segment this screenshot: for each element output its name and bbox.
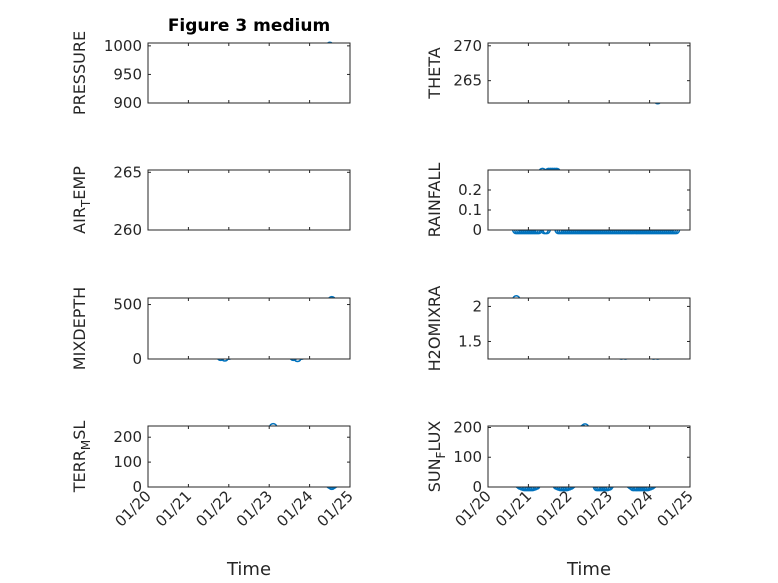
- y-tick-label: 500: [113, 296, 142, 314]
- x-tick-label: 01/23: [233, 487, 276, 530]
- panel-rainfall: 0 0.1 0.2 RAINFALL: [425, 163, 691, 239]
- panel-theta: 265 270 THETA: [425, 37, 691, 105]
- y-tick-label: 900: [113, 94, 142, 112]
- panel-pressure: 900 950 1000 PRESSURE Figure 3 medium: [70, 16, 351, 115]
- panel-sun_flux: 0100200SUNFLUX01/2001/2101/2201/2301/240…: [425, 418, 697, 580]
- y-axis-label: RAINFALL: [425, 163, 444, 238]
- x-tick-label: 01/21: [492, 487, 535, 530]
- axes-box: [487, 169, 691, 231]
- x-tick-label: 01/24: [273, 487, 316, 530]
- y-tick-label: 2: [472, 297, 482, 315]
- axes-box: [487, 297, 691, 360]
- x-tick-label: 01/22: [532, 487, 575, 530]
- y-tick-label: 265: [113, 163, 142, 181]
- panel-terr_msl: 0100200TERRMSL01/2001/2101/2201/2301/240…: [70, 421, 357, 580]
- axes-box: [147, 297, 351, 360]
- y-tick-label: 265: [453, 72, 482, 90]
- y-tick-label: 0: [472, 221, 482, 239]
- chart-title: Figure 3 medium: [168, 16, 330, 36]
- panel-h2omixra: 1.5 2 H2OMIXRA: [425, 286, 691, 372]
- y-axis-label: H2OMIXRA: [425, 286, 444, 372]
- y-axis-label: PRESSURE: [70, 31, 89, 115]
- y-axis-label: SUNFLUX: [425, 421, 448, 493]
- axes-box: [147, 425, 351, 488]
- y-tick-label: 0.2: [458, 181, 482, 199]
- x-axis-label: Time: [566, 559, 611, 580]
- y-tick-label: 0: [472, 478, 482, 496]
- y-axis-label: MIXDEPTH: [70, 287, 89, 370]
- x-axis-label: Time: [226, 559, 271, 580]
- y-tick-label: 1.5: [458, 332, 482, 350]
- x-tick-label: 01/23: [573, 487, 616, 530]
- y-tick-label: 260: [113, 221, 142, 239]
- axes-box: [147, 169, 351, 231]
- x-tick-label: 01/22: [192, 487, 235, 530]
- y-tick-label: 100: [113, 453, 142, 471]
- axes-box: [147, 42, 351, 104]
- y-tick-label: 100: [453, 448, 482, 466]
- y-axis-label: TERRMSL: [70, 421, 93, 494]
- x-tick-label: 01/21: [152, 487, 195, 530]
- y-tick-label: 950: [113, 65, 142, 83]
- y-tick-label: 0: [132, 350, 142, 368]
- y-tick-label: 1000: [104, 37, 142, 55]
- x-tick-label: 01/25: [654, 487, 697, 530]
- axes-box: [487, 42, 691, 104]
- panel-mixdepth: 0 500 MIXDEPTH: [70, 287, 351, 370]
- y-tick-label: 270: [453, 37, 482, 55]
- y-tick-label: 0: [132, 478, 142, 496]
- y-axis-label: THETA: [425, 47, 444, 99]
- y-axis-label: AIRTEMP: [70, 166, 93, 234]
- y-tick-label: 0.1: [458, 201, 482, 219]
- y-tick-label: 200: [453, 418, 482, 436]
- x-tick-label: 01/24: [613, 487, 656, 530]
- axes-box: [487, 425, 691, 488]
- y-tick-label: 200: [113, 428, 142, 446]
- x-tick-label: 01/25: [314, 487, 357, 530]
- panel-air_temp: 260 265 AIRTEMP: [70, 163, 351, 239]
